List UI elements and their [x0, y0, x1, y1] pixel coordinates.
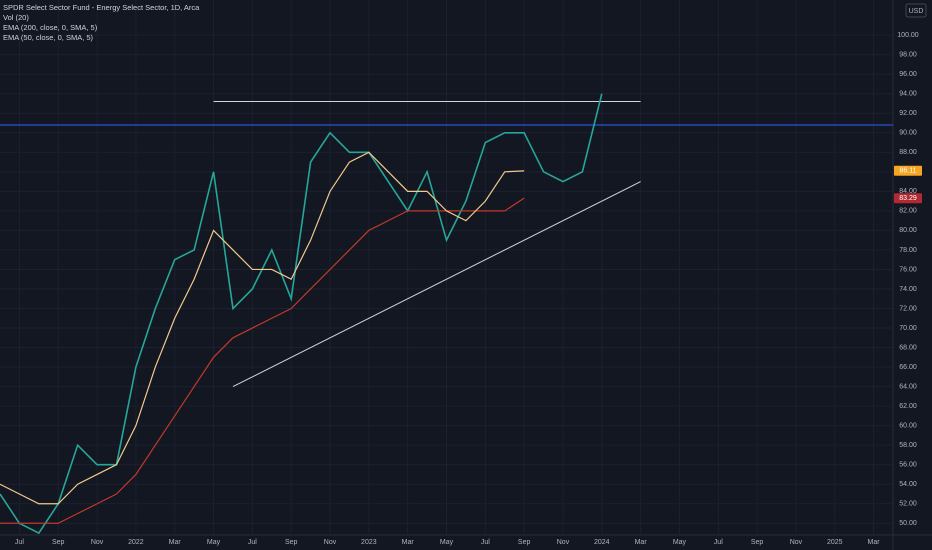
- y-tick-label: 88.00: [899, 149, 917, 156]
- x-tick-label: Sep: [52, 539, 65, 546]
- legend-ema50: EMA (50, close, 0, SMA, 5): [3, 33, 94, 42]
- x-tick-label: Sep: [518, 539, 531, 546]
- grid: [0, 0, 893, 535]
- series-line: [0, 197, 525, 524]
- y-tick-label: 72.00: [899, 305, 917, 312]
- series-line: [0, 151, 525, 505]
- x-tick-label: Nov: [790, 539, 803, 546]
- y-tick-label: 92.00: [899, 110, 917, 117]
- x-tick-label: Jul: [714, 539, 723, 546]
- price-tag: [894, 193, 922, 204]
- y-tick-label: 66.00: [899, 364, 917, 371]
- x-tick-label: Jul: [15, 539, 24, 546]
- y-tick-label: 98.00: [899, 52, 917, 59]
- trendline: [232, 181, 641, 388]
- y-tick-label: 70.00: [899, 325, 917, 332]
- y-tick-label: 74.00: [899, 286, 917, 293]
- x-tick-label: 2024: [594, 539, 610, 546]
- x-tick-label: May: [673, 539, 687, 546]
- y-tick-label: 56.00: [899, 462, 917, 469]
- y-tick-label: 82.00: [899, 208, 917, 215]
- currency-box[interactable]: [905, 3, 927, 18]
- x-tick-label: May: [207, 539, 221, 546]
- y-tick-label: 78.00: [899, 247, 917, 254]
- x-tick-label: Nov: [557, 539, 570, 546]
- legend-volume: Vol (20): [3, 13, 29, 22]
- y-tick-label: 100.00: [897, 32, 919, 39]
- x-tick-label: Mar: [635, 539, 648, 546]
- y-tick-label: 50.00: [899, 520, 917, 527]
- legend-title: SPDR Select Sector Fund - Energy Select …: [3, 3, 200, 12]
- plot: [0, 93, 893, 535]
- x-tick-label: 2023: [361, 539, 377, 546]
- x-tick-label: 2022: [128, 539, 144, 546]
- y-tick-label: 64.00: [899, 383, 917, 390]
- y-tick-label: 90.00: [899, 130, 917, 137]
- x-tick-label: Nov: [324, 539, 337, 546]
- y-tick-label: 76.00: [899, 266, 917, 273]
- x-tick-label: Sep: [751, 539, 764, 546]
- price-tag-label: 83.29: [899, 195, 917, 202]
- y-tick-label: 68.00: [899, 344, 917, 351]
- x-tick-label: Sep: [285, 539, 298, 546]
- x-tick-label: 2025: [827, 539, 843, 546]
- x-tick-label: Mar: [868, 539, 881, 546]
- y-tick-label: 60.00: [899, 423, 917, 430]
- y-tick-label: 62.00: [899, 403, 917, 410]
- y-tick-label: 94.00: [899, 91, 917, 98]
- series-line: [0, 93, 603, 535]
- x-tick-label: May: [440, 539, 454, 546]
- y-tick-label: 52.00: [899, 501, 917, 508]
- price-tag: [894, 165, 922, 176]
- y-tick-label: 80.00: [899, 227, 917, 234]
- x-tick-label: Mar: [402, 539, 415, 546]
- y-tick-label: 54.00: [899, 481, 917, 488]
- x-tick-label: Jul: [481, 539, 490, 546]
- x-tick-label: Nov: [91, 539, 104, 546]
- y-tick-label: 96.00: [899, 71, 917, 78]
- y-tick-label: 84.00: [899, 188, 917, 195]
- x-tick-label: Mar: [169, 539, 182, 546]
- x-tick-label: Jul: [248, 539, 257, 546]
- y-tick-label: 58.00: [899, 442, 917, 449]
- price-tag-label: 86.11: [900, 168, 917, 175]
- currency: USD: [909, 8, 924, 15]
- axes: 50.00 52.00 54.00 56.00 58.00 60.00 62.00 64.00…: [15, 32, 922, 546]
- legend-ema200: EMA (200, close, 0, SMA, 5): [3, 23, 98, 32]
